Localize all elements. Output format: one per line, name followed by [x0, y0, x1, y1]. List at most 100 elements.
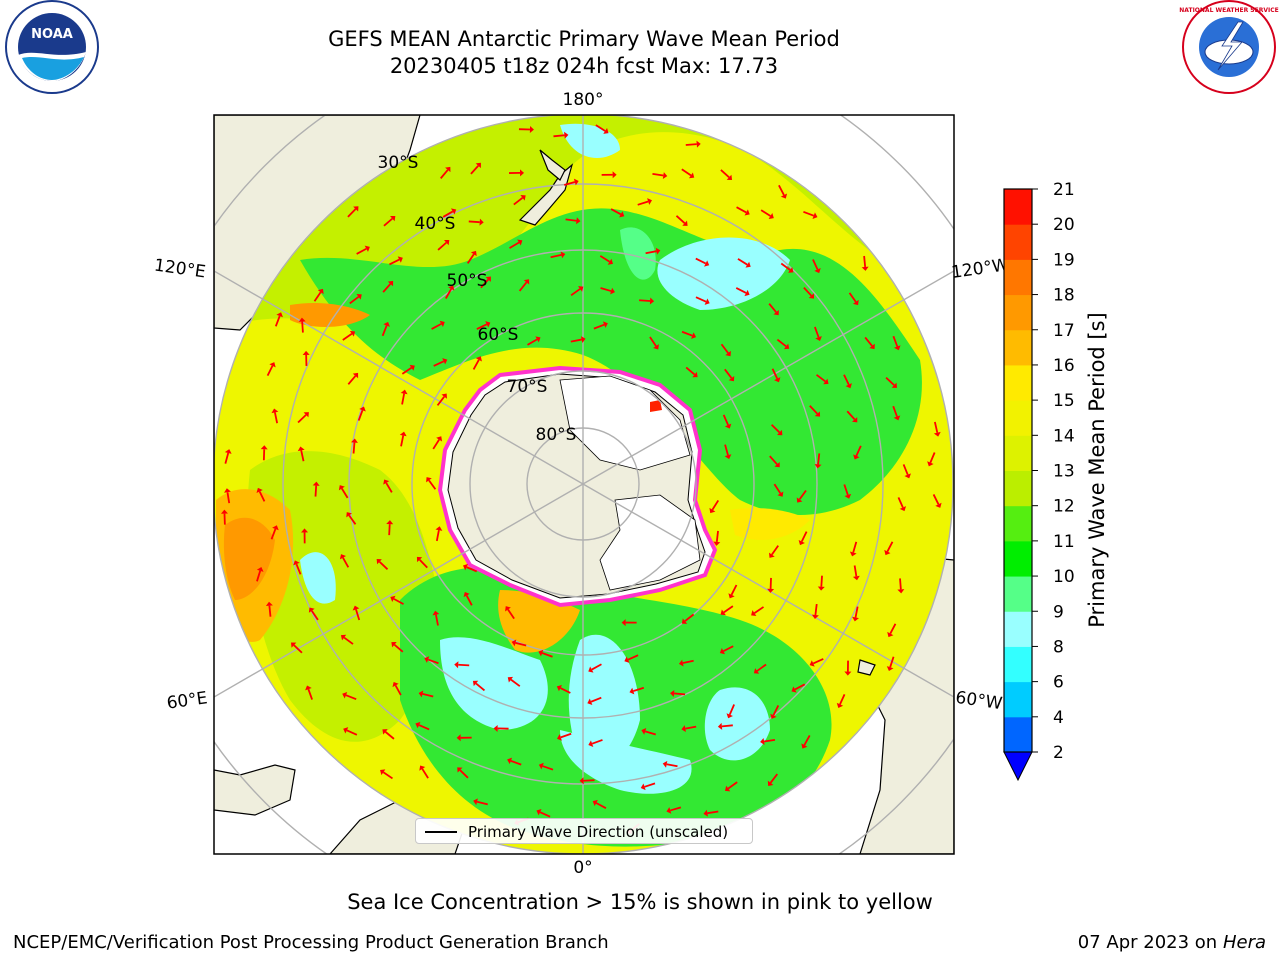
wave-arrow-head [256, 487, 263, 494]
wave-arrow-shaft [442, 210, 454, 218]
wave-arrow-shaft [814, 326, 820, 338]
wave-arrow-head [308, 607, 315, 613]
wave-arrow-shaft [695, 296, 707, 303]
wave-arrow-head [473, 798, 478, 806]
wave-arrow-shaft [929, 452, 936, 463]
wave-arrow-head [356, 293, 362, 300]
wave-arrow-shaft [853, 565, 858, 577]
wave-arrow-shaft [684, 613, 695, 622]
wave-arrow-head [409, 364, 415, 371]
wave-arrow-head [382, 729, 388, 735]
wave-arrow-shaft [675, 215, 686, 224]
wave-arrow-shaft [428, 479, 437, 490]
colorbar-band [1004, 224, 1032, 260]
wave-arrow-shaft [685, 143, 697, 146]
wave-arrow-head [849, 551, 857, 557]
wave-arrow-shaft [570, 338, 582, 343]
wave-arrow-shaft [889, 656, 895, 668]
wave-arrow-shaft [780, 262, 791, 271]
wave-arrow-head [448, 285, 455, 291]
colorbar-extend-triangle [1003, 751, 1033, 782]
wave-arrow-shaft [803, 210, 815, 217]
wave-arrow-head [603, 128, 609, 134]
wave-arrow-shaft [347, 375, 357, 385]
footer-date-text: 07 Apr 2023 on [1077, 932, 1223, 953]
wave-arrow-head [291, 642, 297, 648]
wave-arrow-shaft [644, 782, 656, 788]
wave-arrow-head [861, 266, 869, 271]
wave-arrow-head [519, 169, 525, 177]
wave-arrow-head [808, 293, 815, 299]
wave-arrow-shaft [421, 768, 429, 779]
wave-arrow-shaft [885, 376, 895, 386]
wave-arrow-head [588, 666, 594, 673]
wave-arrow-shaft [769, 455, 778, 465]
wave-arrow-shaft [723, 645, 734, 652]
legend: Primary Wave Direction (unscaled) [415, 818, 753, 844]
wave-arrow-shaft [385, 482, 393, 493]
wave-arrow-head [768, 213, 774, 219]
wave-arrow-head [269, 362, 276, 368]
wave-arrow-head [681, 618, 688, 624]
colorbar-tick-label: 19 [1053, 250, 1075, 270]
wave-arrow-head [760, 738, 765, 745]
wave-arrow-shaft [695, 257, 707, 265]
wave-arrow-shaft [707, 810, 719, 815]
wave-arrow-shaft [468, 220, 480, 224]
wave-arrow-shaft [666, 763, 678, 768]
wave-arrow-head [312, 481, 320, 486]
wave-arrow-shaft [510, 678, 521, 687]
wave-arrow-shaft [889, 623, 897, 634]
wave-arrow-head [780, 193, 788, 199]
wave-arrow-shaft [563, 181, 576, 186]
wave-arrow-shaft [720, 343, 729, 354]
wave-arrow-head [869, 343, 875, 350]
wave-arrow-head [884, 549, 891, 556]
wave-arrow-shaft [518, 281, 528, 292]
wave-arrow-head [592, 799, 598, 807]
wave-arrow-head [777, 429, 783, 436]
wave-arrow-head [511, 639, 517, 647]
colorbar-tick-label: 4 [1053, 708, 1064, 728]
wave-arrow-head [271, 408, 279, 414]
wave-arrow-shaft [770, 424, 781, 434]
wave-arrow-shaft [382, 771, 393, 780]
wave-arrow-head [814, 411, 821, 417]
wave-arrow-shaft [644, 730, 657, 736]
wave-arrow-shaft [476, 800, 488, 806]
wave-arrow-head [666, 807, 672, 814]
wave-arrow-head [556, 734, 562, 741]
wave-arrow-shaft [258, 491, 266, 502]
wave-arrow-shaft [681, 168, 692, 177]
wave-arrow-head [220, 509, 228, 514]
wave-arrow-shaft [476, 323, 488, 330]
wave-arrow-head [724, 785, 731, 792]
wave-arrow-shaft [773, 483, 782, 494]
wave-arrow-head [390, 595, 396, 602]
wave-arrow-head [649, 297, 655, 305]
wave-arrow-shaft [401, 367, 412, 375]
colorbar-band [1004, 470, 1032, 507]
wave-arrow-shaft [670, 806, 682, 812]
wave-arrow-shaft [724, 368, 733, 379]
wave-arrow-shaft [295, 563, 302, 575]
wave-arrow-head [720, 609, 726, 616]
wave-arrow-shaft [542, 765, 554, 771]
wave-arrow-shaft [583, 779, 595, 782]
footer-credit: NCEP/EMC/Verification Post Processing Pr… [13, 932, 609, 953]
wave-arrow-head [641, 727, 647, 735]
wave-arrow-head [725, 350, 731, 357]
wave-arrow-shaft [685, 366, 696, 376]
wave-arrow-head [338, 485, 345, 491]
wave-arrow-head [927, 461, 934, 467]
wave-arrow-head [704, 298, 710, 305]
wave-arrow-head [564, 131, 569, 139]
wave-arrow-head [728, 375, 735, 382]
wave-arrow-shaft [466, 566, 478, 573]
wave-arrow-head [418, 690, 424, 698]
colorbar-band [1004, 189, 1032, 225]
wave-arrow-shaft [256, 570, 262, 582]
wave-arrow-head [439, 320, 445, 327]
wave-arrow-head [340, 634, 347, 641]
wave-arrow-head [441, 393, 447, 399]
